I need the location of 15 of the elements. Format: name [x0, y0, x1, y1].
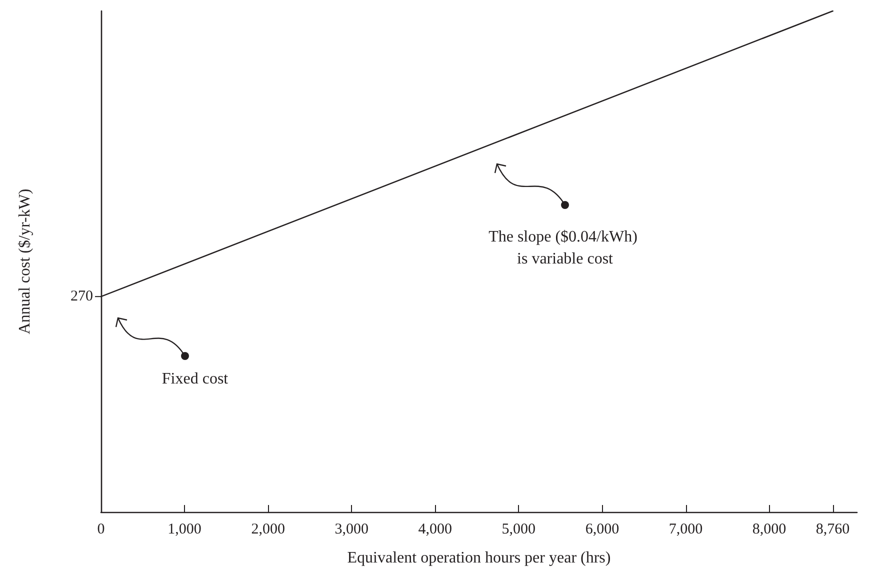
- x-tick-label: 7,000: [668, 522, 703, 538]
- x-tick-label: 4,000: [418, 522, 452, 538]
- x-axis-title: Equivalent operation hours per year (hrs): [347, 550, 611, 566]
- x-tick-label: 0: [97, 522, 105, 538]
- x-tick-label: 1,000: [168, 522, 202, 538]
- text: 270: [70, 288, 93, 305]
- x-tick-label: 6,000: [585, 522, 620, 538]
- y-axis-title: Annual cost ($/yr-kW): [16, 188, 34, 334]
- x-tick-label: 8,000: [752, 522, 786, 538]
- x-tick-label: 2,000: [251, 522, 285, 538]
- x-tick-label: 8,760: [816, 522, 850, 538]
- annotation: The slope ($0.04/kWh) is variable cost: [488, 228, 642, 268]
- x-tick-label: 5,000: [502, 522, 536, 538]
- x-tick-label: 3,000: [334, 522, 368, 538]
- annotation: Fixed cost: [162, 370, 229, 388]
